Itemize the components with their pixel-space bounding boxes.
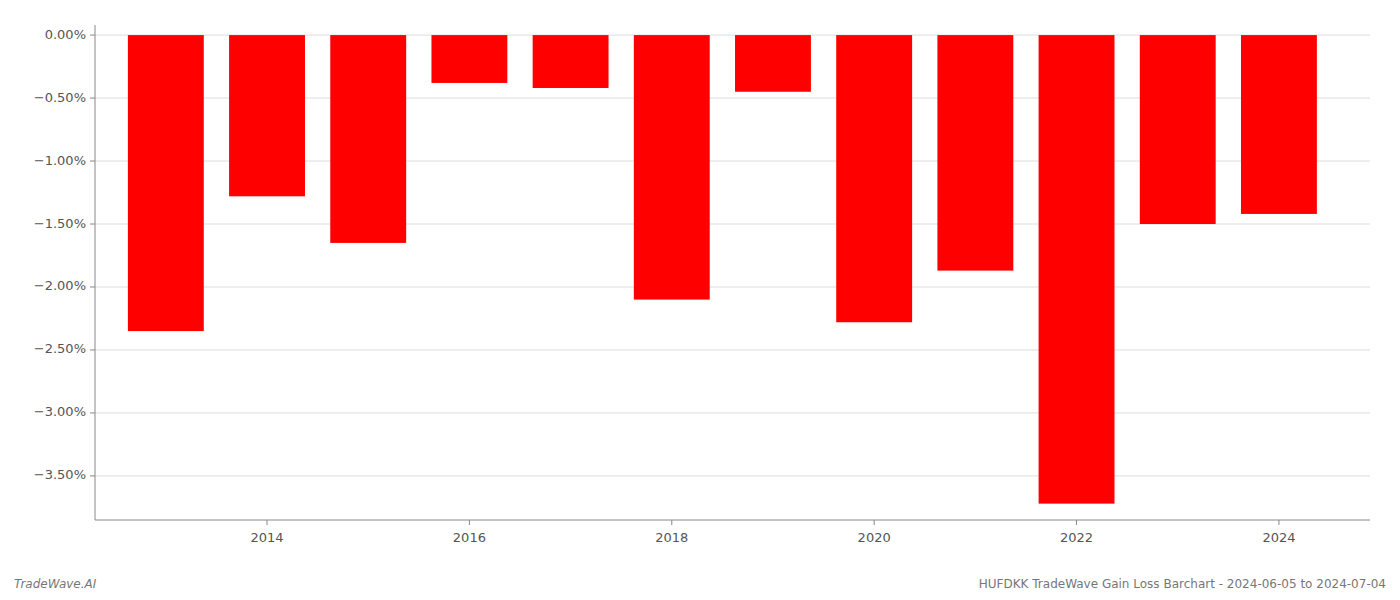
- y-tick: [90, 286, 95, 287]
- bar: 2019: -0.45: [735, 35, 811, 92]
- grid: [95, 35, 1370, 476]
- y-tick: [90, 161, 95, 162]
- y-tick: [90, 224, 95, 225]
- bar: 2021: -1.87: [937, 35, 1013, 271]
- y-tick-label: −2.00%: [34, 278, 86, 293]
- y-tick-label: −0.50%: [34, 90, 86, 105]
- grid-line: [95, 349, 1370, 350]
- x-axis-line: [95, 520, 1370, 521]
- x-tick-label: 2016: [453, 530, 486, 545]
- x-tick: [1076, 520, 1077, 525]
- bar: 2023: -1.5: [1140, 35, 1216, 224]
- bar: 2016: -0.38: [431, 35, 507, 83]
- bar: 2015: -1.65: [330, 35, 406, 243]
- grid-line: [95, 412, 1370, 413]
- bar: 2024: -1.42: [1241, 35, 1317, 214]
- bar: 2014: -1.28: [229, 35, 305, 196]
- y-tick-label: −1.50%: [34, 216, 86, 231]
- footer-right: HUFDKK TradeWave Gain Loss Barchart - 20…: [979, 577, 1386, 591]
- x-tick-label: 2014: [250, 530, 283, 545]
- x-tick: [671, 520, 672, 525]
- footer-left: TradeWave.AI: [14, 577, 97, 591]
- chart-container: 2013: -2.35 2014: -1.28 2015: -1.65 2016: -…: [0, 0, 1400, 600]
- x-tick: [267, 520, 268, 525]
- x-tick-label: 2018: [655, 530, 688, 545]
- y-tick: [90, 98, 95, 99]
- grid-line: [95, 286, 1370, 287]
- bar: 2020: -2.28: [836, 35, 912, 322]
- y-axis-line: [95, 25, 96, 520]
- bar: 2022: -3.72: [1039, 35, 1115, 504]
- bar: 2017: -0.42: [533, 35, 609, 88]
- x-tick-label: 2020: [858, 530, 891, 545]
- bar: 2018: -2.1: [634, 35, 710, 300]
- bar: 2013: -2.35: [128, 35, 204, 331]
- x-tick: [1278, 520, 1279, 525]
- x-tick-label: 2022: [1060, 530, 1093, 545]
- y-tick-label: −3.00%: [34, 404, 86, 419]
- x-tick: [874, 520, 875, 525]
- bars: 2013: -2.35 2014: -1.28 2015: -1.65 2016: -…: [128, 35, 1317, 504]
- y-tick: [90, 349, 95, 350]
- axes: 0.00% −0.50% −1.00% −1.50% −2.00% −2.50% −3.00…: [34, 25, 1370, 545]
- x-tick-label: 2024: [1262, 530, 1295, 545]
- y-tick-label: −3.50%: [34, 467, 86, 482]
- y-tick: [90, 475, 95, 476]
- y-tick: [90, 35, 95, 36]
- chart-svg: 2013: -2.35 2014: -1.28 2015: -1.65 2016: -…: [0, 0, 1400, 600]
- y-tick: [90, 412, 95, 413]
- grid-line: [95, 475, 1370, 476]
- y-tick-label: −1.00%: [34, 153, 86, 168]
- x-tick: [469, 520, 470, 525]
- y-tick-label: 0.00%: [45, 27, 86, 42]
- y-tick-label: −2.50%: [34, 341, 86, 356]
